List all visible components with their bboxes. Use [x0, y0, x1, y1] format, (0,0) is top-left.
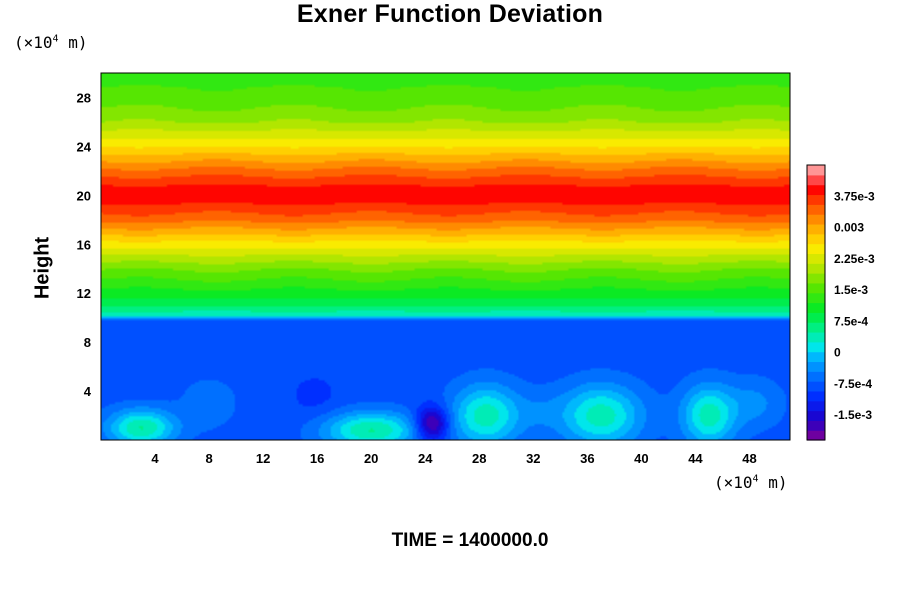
- colorbar-segment: [807, 165, 825, 176]
- colorbar-segment: [807, 243, 825, 254]
- y-tick-label: 4: [84, 384, 92, 399]
- y-tick-labels: 4 8 12 16 20 24 28: [77, 90, 92, 399]
- x-tick-label: 36: [580, 451, 594, 466]
- x-tick-label: 40: [634, 451, 648, 466]
- colorbar-tick-label: 1.5e-3: [834, 283, 868, 297]
- colorbar-tick-label: 7.5e-4: [834, 314, 868, 328]
- colorbar-segment: [807, 361, 825, 372]
- colorbar-segment: [807, 331, 825, 343]
- x-tick-label: 8: [205, 451, 212, 466]
- y-tick-label: 24: [77, 139, 92, 154]
- colorbar-segment: [807, 184, 825, 196]
- colorbar-segment: [807, 351, 825, 363]
- x-tick-label: 16: [310, 451, 324, 466]
- colorbar-segment: [807, 204, 825, 215]
- x-tick-label: 24: [418, 451, 433, 466]
- colorbar-segment: [807, 420, 825, 431]
- colorbar-segment: [807, 400, 825, 412]
- x-tick-label: 12: [256, 451, 270, 466]
- chart-title: Exner Function Deviation: [296, 0, 604, 28]
- x-tick-label: 4: [151, 451, 159, 466]
- y-tick-label: 12: [77, 286, 91, 301]
- colorbar-segment: [807, 273, 825, 284]
- x-tick-label: 20: [364, 451, 378, 466]
- colorbar-segment: [807, 430, 825, 441]
- x-tick-label: 32: [526, 451, 540, 466]
- colorbar-segment: [807, 322, 825, 333]
- colorbar-frame: [806, 164, 826, 441]
- x-tick-label: 48: [742, 451, 756, 466]
- colorbar-segment: [807, 174, 825, 186]
- colorbar: 3.75e-3 0.003 2.25e-3 1.5e-3 7.5e-4 0 -7.5e-4 -…: [806, 164, 875, 441]
- x-tick-label: 44: [688, 451, 703, 466]
- colorbar-tick-label: -1.5e-3: [834, 408, 872, 422]
- colorbar-tick-label: 0: [834, 346, 841, 360]
- colorbar-tick-label: 0.003: [834, 221, 864, 235]
- colorbar-segment: [807, 302, 825, 313]
- y-axis-unit: (×104 m): [14, 33, 88, 52]
- colorbar-segment: [807, 223, 825, 235]
- x-tick-labels: 4 8 12 16 20 24 28 32 36 40 44 48: [151, 451, 756, 466]
- colorbar-segment: [807, 410, 825, 421]
- time-label: TIME = 1400000.0: [391, 530, 549, 551]
- plot-frame: [100, 72, 791, 441]
- colorbar-tick-label: 3.75e-3: [834, 189, 875, 203]
- heatmap-field: [101, 73, 790, 440]
- colorbar-tick-label: 2.25e-3: [834, 252, 875, 266]
- colorbar-segment: [807, 312, 825, 323]
- y-tick-label: 16: [77, 237, 91, 252]
- colorbar-segment: [807, 263, 825, 274]
- colorbar-segment: [807, 381, 825, 392]
- colorbar-segment: [807, 341, 825, 353]
- colorbar-segment: [807, 253, 825, 264]
- x-axis-unit: (×104 m): [714, 473, 788, 492]
- x-tick-label: 28: [472, 451, 486, 466]
- colorbar-segment: [807, 390, 825, 402]
- y-tick-label: 28: [77, 90, 91, 105]
- colorbar-tick-label: -7.5e-4: [834, 377, 872, 391]
- y-tick-label: 8: [84, 335, 91, 350]
- colorbar-segment: [807, 214, 825, 225]
- colorbar-segment: [807, 233, 825, 245]
- y-tick-label: 20: [77, 188, 91, 203]
- colorbar-segment: [807, 282, 825, 294]
- colorbar-segment: [807, 292, 825, 304]
- colorbar-segment: [807, 371, 825, 382]
- colorbar-segment: [807, 194, 825, 205]
